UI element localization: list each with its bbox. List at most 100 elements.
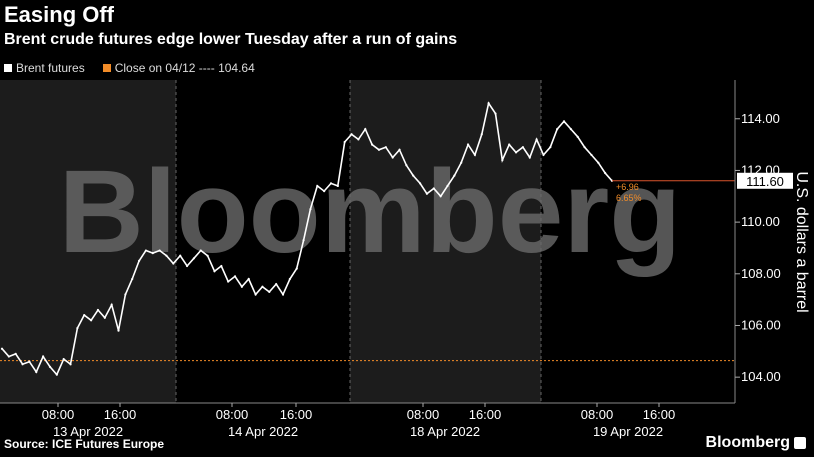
data-point xyxy=(460,161,463,164)
data-point xyxy=(480,133,483,136)
data-point xyxy=(179,254,182,257)
x-time-label: 16:00 xyxy=(280,407,313,422)
data-point xyxy=(35,370,38,374)
bloomberg-logo: Bloomberg xyxy=(706,434,806,452)
data-point xyxy=(604,171,607,175)
x-time-label: 08:00 xyxy=(216,407,249,422)
day-band xyxy=(0,80,176,403)
data-point xyxy=(562,120,566,123)
chart-subtitle: Brent crude futures edge lower Tuesday a… xyxy=(4,31,458,48)
legend-swatch-close xyxy=(102,64,111,72)
data-point xyxy=(14,352,17,356)
data-point xyxy=(343,140,346,144)
data-point xyxy=(569,127,572,131)
data-point xyxy=(364,127,367,131)
data-point xyxy=(90,319,93,322)
data-point xyxy=(28,360,31,363)
data-point xyxy=(261,285,264,288)
data-point xyxy=(151,252,154,255)
data-point xyxy=(254,293,257,296)
y-tick-label: 104.00 xyxy=(741,369,781,384)
data-point xyxy=(514,151,518,154)
data-point xyxy=(76,326,79,330)
y-tick-label: 108.00 xyxy=(741,266,781,281)
source-note: Source: ICE Futures Europe xyxy=(4,437,165,451)
data-point xyxy=(288,277,291,281)
data-point xyxy=(124,293,127,296)
data-point xyxy=(329,182,333,185)
x-day-label: 19 Apr 2022 xyxy=(593,424,663,439)
data-point xyxy=(473,153,477,157)
last-value-box xyxy=(737,172,793,189)
legend: Brent futures Close on 04/12 ---- 104.64 xyxy=(4,61,255,75)
data-point xyxy=(7,355,10,358)
last-value-label: 111.60 xyxy=(746,174,784,189)
data-point xyxy=(549,146,552,149)
x-day-label: 13 Apr 2022 xyxy=(53,424,123,439)
y-tick-label: 106.00 xyxy=(741,317,781,332)
data-point xyxy=(144,249,148,252)
x-time-label: 16:00 xyxy=(643,407,676,422)
data-point xyxy=(446,184,449,188)
y-tick-label: 112.00 xyxy=(741,162,780,177)
data-point xyxy=(213,270,216,273)
legend-label-close: Close on 04/12 ---- 104.64 xyxy=(114,61,255,75)
percent-annotation: 6.65% xyxy=(616,193,642,203)
day-band xyxy=(176,80,350,403)
y-tick-label: 114.00 xyxy=(741,111,780,126)
data-point xyxy=(316,184,319,188)
data-point xyxy=(405,164,408,167)
data-point xyxy=(131,277,134,281)
data-point xyxy=(432,187,435,190)
data-point xyxy=(439,195,442,198)
data-point xyxy=(137,259,141,262)
x-time-label: 16:00 xyxy=(469,407,502,422)
data-point xyxy=(96,308,100,312)
data-point xyxy=(192,257,196,260)
data-point xyxy=(501,159,504,162)
data-point xyxy=(357,138,360,141)
data-point xyxy=(309,208,312,211)
change-annotation: +6.96 xyxy=(616,182,639,192)
data-point xyxy=(508,143,511,146)
brand-label: Bloomberg xyxy=(705,434,790,451)
data-point xyxy=(199,249,202,252)
data-point xyxy=(466,143,470,146)
data-point xyxy=(21,363,24,366)
y-axis-label: U.S. dollars a barrel xyxy=(793,171,810,312)
data-point xyxy=(42,355,45,358)
data-point xyxy=(83,314,86,317)
data-point xyxy=(206,254,209,257)
data-point xyxy=(323,190,326,193)
data-point xyxy=(302,239,305,242)
data-point xyxy=(528,156,531,159)
data-point xyxy=(172,262,175,265)
data-point xyxy=(48,365,52,368)
data-point xyxy=(295,267,298,270)
data-point xyxy=(494,112,497,115)
data-point xyxy=(165,254,168,257)
data-point xyxy=(583,146,586,149)
data-point xyxy=(487,102,490,105)
data-point xyxy=(336,184,339,188)
data-point xyxy=(110,303,113,306)
data-point xyxy=(233,275,237,278)
data-point xyxy=(535,138,538,141)
data-point xyxy=(240,285,243,288)
data-point xyxy=(597,161,600,164)
data-point xyxy=(117,329,120,332)
brent-futures-line xyxy=(1,101,613,377)
data-point xyxy=(185,264,189,268)
data-point xyxy=(542,153,545,157)
data-point xyxy=(521,146,524,149)
data-point xyxy=(247,277,250,281)
data-point xyxy=(227,280,230,283)
data-point xyxy=(398,148,401,151)
data-point xyxy=(425,192,429,195)
data-point xyxy=(371,143,374,146)
data-point xyxy=(0,347,4,350)
x-day-label: 14 Apr 2022 xyxy=(228,424,298,439)
x-time-label: 16:00 xyxy=(104,407,137,422)
data-point xyxy=(418,182,422,185)
